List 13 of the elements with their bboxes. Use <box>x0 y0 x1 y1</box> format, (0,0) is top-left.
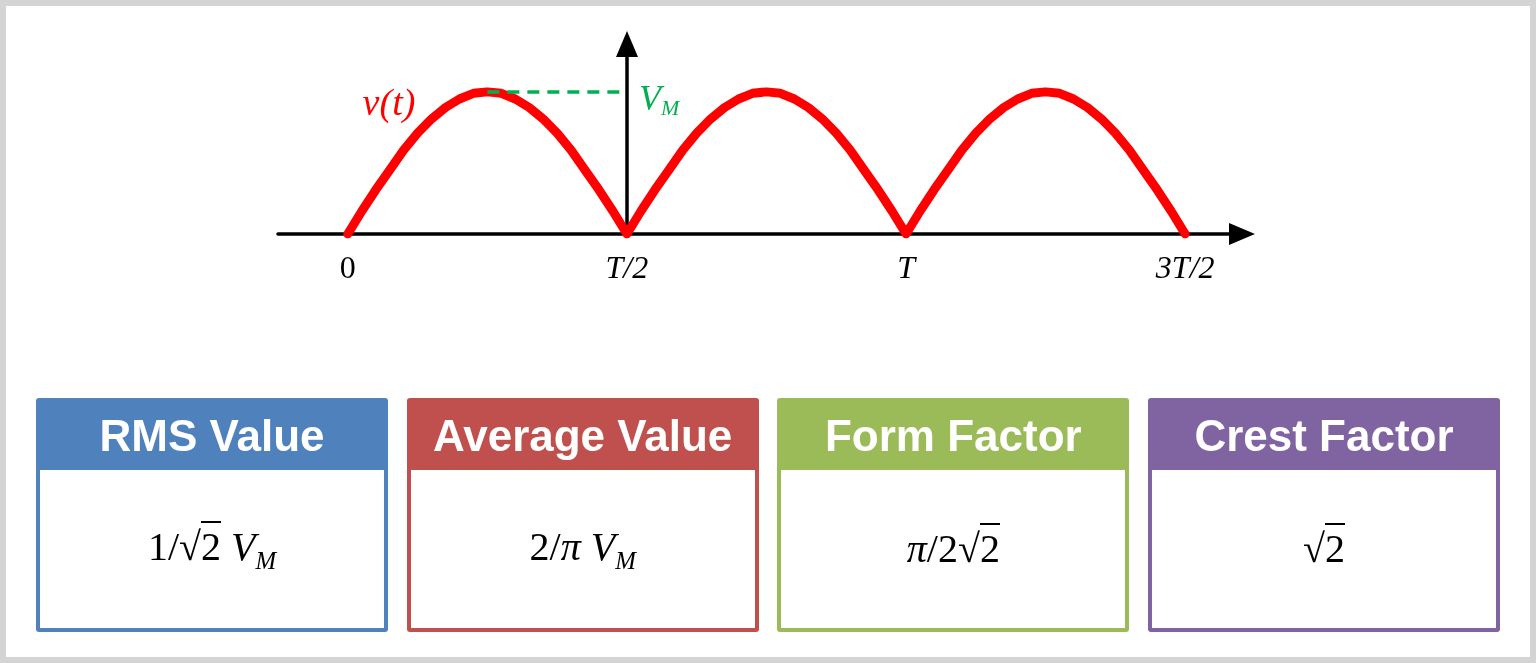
text: √2 <box>1303 525 1345 573</box>
text: π/2√2 <box>906 525 1000 573</box>
text: Average Value <box>410 402 755 470</box>
text: 2/π V$_{M}$ <box>529 522 636 576</box>
x-tick-label: T/2 <box>605 249 649 285</box>
series-label: v(t) <box>362 80 416 124</box>
text: Crest Factor <box>1152 402 1496 470</box>
text: Form Factor <box>781 402 1126 470</box>
text: RMS Value <box>40 402 384 470</box>
x-tick-label: 0 <box>339 249 356 285</box>
text: 1/√2 V$_{M}$ <box>147 522 277 576</box>
x-tick-label: T <box>897 249 918 285</box>
x-tick-label: 3T/2 <box>1154 249 1215 285</box>
